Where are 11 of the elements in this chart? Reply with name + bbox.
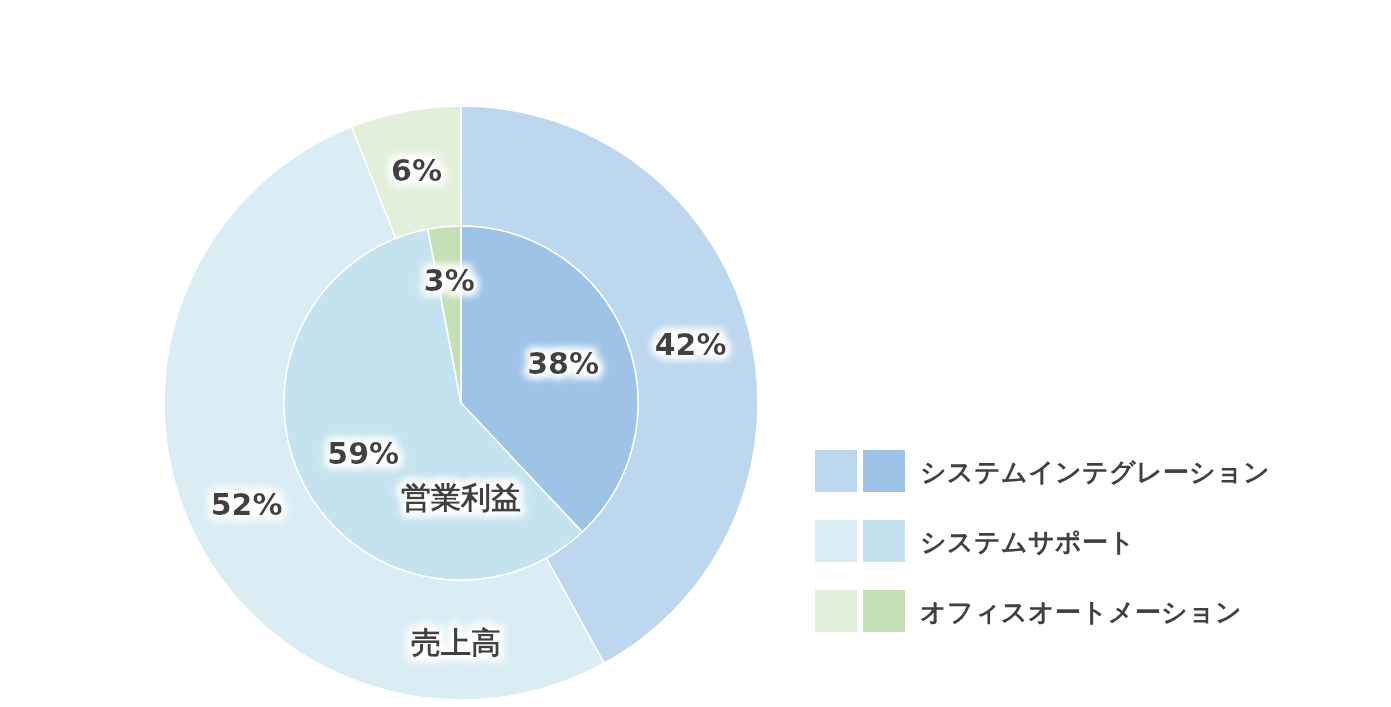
legend-label: システムサポート xyxy=(920,527,1135,557)
data-label: 52% xyxy=(210,486,283,522)
data-label: 42% xyxy=(654,327,727,363)
slice-label: 売上高 xyxy=(411,625,501,660)
slice-label: 営業利益 xyxy=(401,480,521,515)
data-label: 6% xyxy=(391,153,443,189)
legend-label: オフィスオートメーション xyxy=(920,597,1242,627)
data-label: 59% xyxy=(327,435,400,471)
data-label: 3% xyxy=(423,262,475,298)
legend-label: システムインテグレーション xyxy=(920,457,1270,487)
data-label: 38% xyxy=(527,345,599,381)
